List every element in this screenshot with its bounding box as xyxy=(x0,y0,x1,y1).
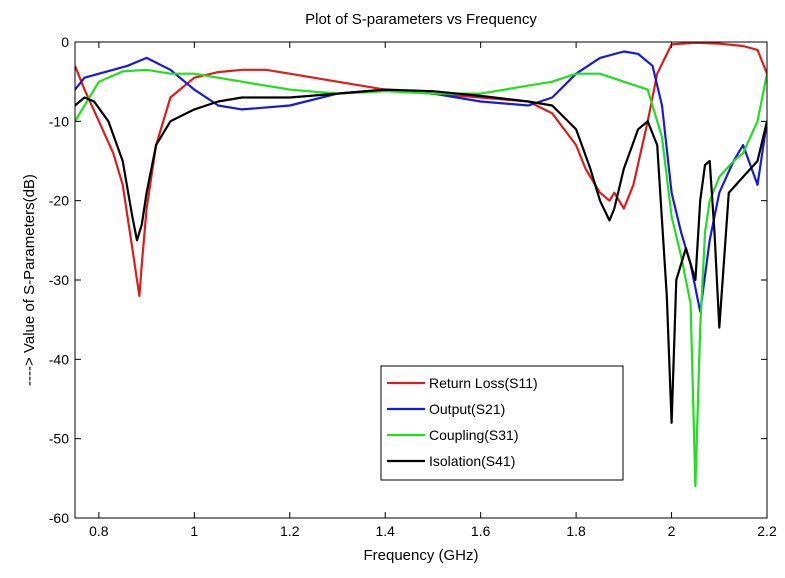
x-axis-label: Frequency (GHz) xyxy=(363,547,478,564)
series-line-4 xyxy=(75,88,767,424)
legend: Return Loss(S11) Output(S21) Coupling(S31)… xyxy=(380,365,624,481)
x-tick-label: 0.8 xyxy=(89,523,109,539)
chart-title: Plot of S-parameters vs Frequency xyxy=(305,11,537,28)
y-tick-label: -50 xyxy=(49,431,69,447)
series-line-2 xyxy=(75,50,767,313)
y-tick-label: -60 xyxy=(49,510,69,526)
legend-label: Return Loss(S11) xyxy=(429,375,538,391)
y-tick-label: 0 xyxy=(61,34,69,50)
y-tick-label: -30 xyxy=(49,272,69,288)
x-axis: 0.8 1 1.2 1.4 1.6 1.8 2 2.2 xyxy=(89,42,777,539)
x-tick-label: 1.6 xyxy=(471,523,491,539)
x-tick-label: 2.2 xyxy=(757,523,777,539)
series-line-3 xyxy=(75,68,767,488)
x-tick-label: 1.4 xyxy=(375,523,395,539)
y-tick-label: -10 xyxy=(49,113,69,129)
legend-label: Output(S21) xyxy=(429,401,505,417)
x-tick-label: 2 xyxy=(668,523,676,539)
legend-label: Coupling(S31) xyxy=(429,427,519,443)
x-tick-label: 1.2 xyxy=(280,523,300,539)
legend-label: Isolation(S41) xyxy=(429,453,515,469)
y-axis-label: ----> Value of S-Parameters(dB) xyxy=(21,174,38,386)
y-axis: -60 -50 -40 -30 -20 -10 0 xyxy=(49,34,767,526)
y-tick-label: -20 xyxy=(49,193,69,209)
y-tick-label: -40 xyxy=(49,351,69,367)
x-tick-label: 1.8 xyxy=(566,523,586,539)
series-layer xyxy=(75,42,767,488)
x-tick-label: 1 xyxy=(190,523,198,539)
